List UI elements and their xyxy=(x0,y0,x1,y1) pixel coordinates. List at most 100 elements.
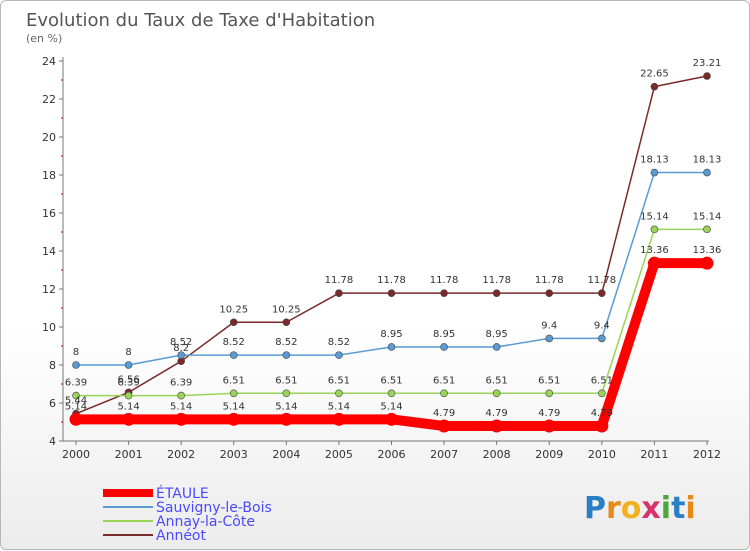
y-tick-label: 10 xyxy=(42,321,56,334)
data-label: 8.95 xyxy=(486,329,508,340)
data-label: 10.25 xyxy=(219,304,248,315)
data-label: 9.4 xyxy=(541,320,557,331)
chart-title: Evolution du Taux de Taxe d'Habitation xyxy=(26,10,375,31)
data-point xyxy=(279,412,293,426)
data-point xyxy=(72,361,80,369)
x-tick-label: 2003 xyxy=(220,448,248,461)
data-label: 6.39 xyxy=(117,378,139,389)
legend-label: Annéot xyxy=(156,528,207,544)
data-point xyxy=(598,389,606,398)
data-point xyxy=(650,168,659,177)
data-point xyxy=(437,419,451,433)
data-point xyxy=(440,289,448,297)
data-point xyxy=(647,256,661,270)
data-label: 15.14 xyxy=(640,211,669,222)
data-label: 11.78 xyxy=(482,275,511,286)
data-label: 6.56 xyxy=(117,374,139,385)
data-point xyxy=(492,343,501,351)
data-label: 8 xyxy=(73,347,79,358)
data-point xyxy=(124,361,133,369)
data-label: 4.79 xyxy=(538,408,560,419)
data-label: 5.14 xyxy=(170,401,192,412)
x-tick-label: 2006 xyxy=(378,448,406,461)
data-point xyxy=(282,389,291,398)
data-label: 6.51 xyxy=(328,375,350,386)
data-label: 6.51 xyxy=(223,375,245,386)
series-layer xyxy=(69,72,714,433)
x-tick-label: 2007 xyxy=(430,448,458,461)
data-point xyxy=(282,318,291,327)
data-point xyxy=(229,351,238,359)
data-point xyxy=(542,419,556,433)
data-point xyxy=(177,391,185,400)
data-point xyxy=(124,391,133,400)
data-point xyxy=(440,389,448,398)
logo-letter: r xyxy=(606,491,621,526)
data-label: 8 xyxy=(125,347,131,358)
proxiti-logo: Proxiti xyxy=(584,491,696,526)
x-tick-label: 2004 xyxy=(272,448,300,461)
data-label: 6.51 xyxy=(591,375,613,386)
chart-axes: 4 6 8 10 12 14 16 18 20 22 24 2000 2001 2002 2003 2004 2… xyxy=(42,55,721,461)
data-label: 8.2 xyxy=(173,343,189,354)
y-tick-label: 20 xyxy=(42,131,56,144)
data-label: 5.14 xyxy=(328,401,350,412)
data-point xyxy=(385,412,398,426)
data-label: 10.25 xyxy=(272,304,301,315)
data-point xyxy=(177,351,185,359)
data-label: 6.51 xyxy=(486,375,508,386)
logo-letter: x xyxy=(641,491,660,526)
x-tick-label: 2009 xyxy=(535,448,563,461)
data-label: 15.14 xyxy=(693,211,722,222)
data-point xyxy=(598,334,606,343)
x-tick-label: 2002 xyxy=(167,448,195,461)
data-point xyxy=(122,412,136,426)
data-point xyxy=(332,412,346,426)
data-label: 11.78 xyxy=(535,275,564,286)
data-label: 6.51 xyxy=(433,375,455,386)
data-point xyxy=(387,389,396,398)
data-label: 8.95 xyxy=(433,329,455,340)
logo-letter: o xyxy=(621,491,642,526)
data-point xyxy=(545,289,554,297)
x-tick-label: 2010 xyxy=(588,448,616,461)
data-label: 8.95 xyxy=(380,329,402,340)
x-tick-label: 2011 xyxy=(640,448,668,461)
data-point xyxy=(335,389,343,398)
data-point xyxy=(229,318,238,327)
data-label: 11.78 xyxy=(377,275,406,286)
data-label: 5.44 xyxy=(65,396,87,407)
data-point xyxy=(545,334,554,343)
data-label: 22.65 xyxy=(640,69,669,80)
y-tick-label: 14 xyxy=(42,245,56,258)
data-label: 4.79 xyxy=(433,408,455,419)
data-point xyxy=(387,343,396,351)
x-tick-label: 2012 xyxy=(693,448,721,461)
data-point xyxy=(282,351,291,359)
data-label: 6.51 xyxy=(380,375,402,386)
y-tick-label: 22 xyxy=(42,93,56,106)
logo-letter: P xyxy=(584,491,606,526)
data-point xyxy=(335,351,343,359)
data-point xyxy=(700,256,714,270)
data-point xyxy=(72,391,80,400)
data-point xyxy=(703,72,711,80)
data-point xyxy=(650,82,659,91)
chart-subtitle: (en %) xyxy=(26,32,62,45)
logo-letter: t xyxy=(671,491,685,526)
data-point xyxy=(387,289,396,297)
data-label: 11.78 xyxy=(588,275,617,286)
data-label: 6.51 xyxy=(275,375,297,386)
data-label: 18.13 xyxy=(640,155,669,166)
data-point xyxy=(545,389,554,398)
y-tick-label: 18 xyxy=(42,169,56,182)
data-labels-layer: 5.14 5.14 5.14 5.14 5.14 5.14 5.14 4.79 4.79 4.79… xyxy=(65,58,721,419)
data-point xyxy=(490,419,504,433)
x-tick-label: 2005 xyxy=(325,448,353,461)
data-label: 5.14 xyxy=(65,401,87,412)
data-label: 5.14 xyxy=(117,401,139,412)
data-point xyxy=(492,389,501,398)
data-label: 4.79 xyxy=(486,408,508,419)
data-point xyxy=(598,289,606,297)
